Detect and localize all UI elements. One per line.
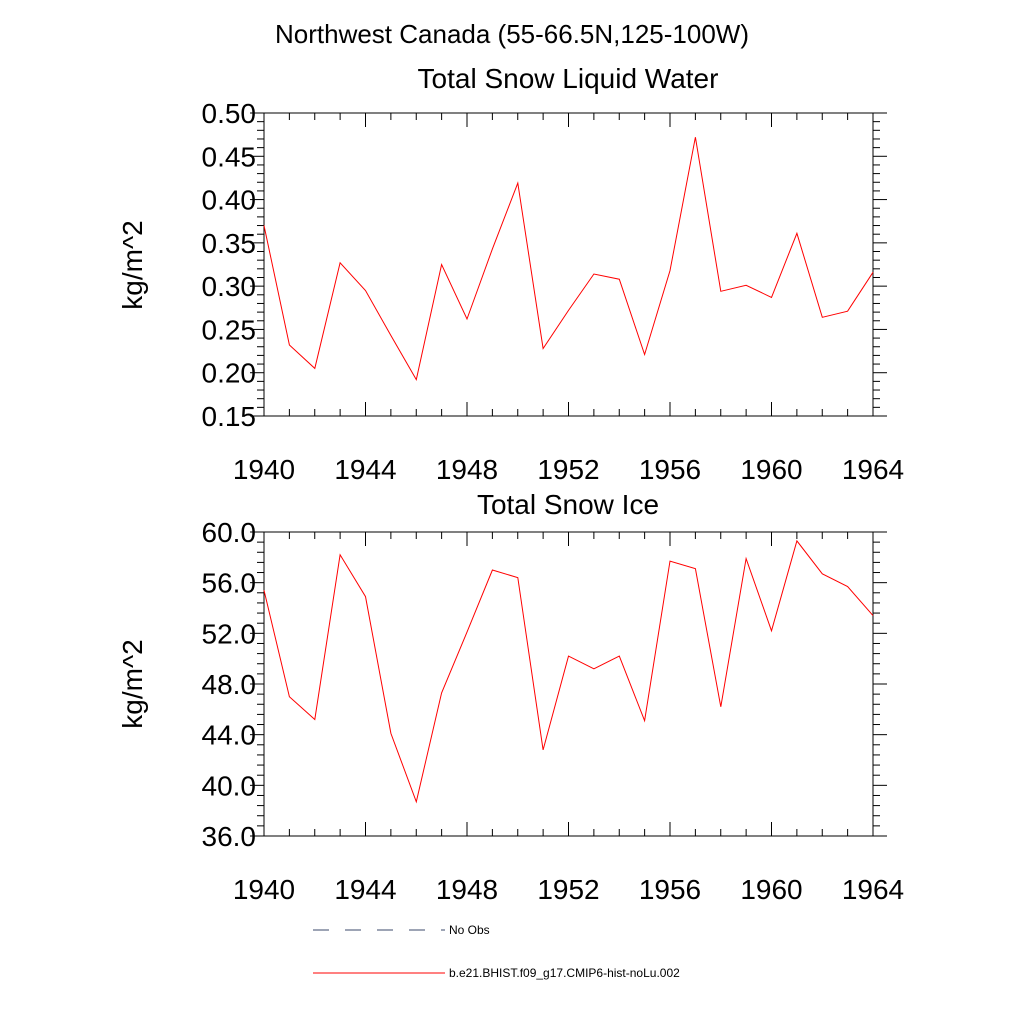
panel-title: Total Snow Liquid Water bbox=[418, 63, 719, 94]
y-tick-label: 0.25 bbox=[202, 314, 257, 345]
x-tick-label: 1940 bbox=[233, 874, 295, 905]
y-tick-label: 60.0 bbox=[202, 517, 257, 548]
y-tick-label: 40.0 bbox=[202, 770, 257, 801]
panel-snow-ice: Total Snow Ice kg/m^2 1940 1944 1948 1952 19… bbox=[117, 489, 904, 905]
x-tick-label: 1964 bbox=[842, 874, 904, 905]
series-line bbox=[263, 539, 874, 804]
legend: No Obs b.e21.BHIST.f09_g17.CMIP6-hist-no… bbox=[313, 923, 680, 980]
x-tick-label: 1948 bbox=[436, 874, 498, 905]
plot-frame bbox=[263, 112, 874, 417]
y-tick-label: 0.50 bbox=[202, 98, 257, 129]
legend-label-model: b.e21.BHIST.f09_g17.CMIP6-hist-noLu.002 bbox=[449, 966, 680, 980]
x-tick-label: 1952 bbox=[537, 454, 599, 485]
x-tick-label: 1960 bbox=[740, 874, 802, 905]
y-tick-label: 0.40 bbox=[202, 185, 257, 216]
panel-title: Total Snow Ice bbox=[477, 489, 659, 520]
y-axis-label: kg/m^2 bbox=[117, 220, 148, 309]
series-line bbox=[263, 137, 874, 381]
x-tick-label: 1940 bbox=[233, 454, 295, 485]
x-tick-label: 1944 bbox=[334, 874, 396, 905]
y-tick-label: 44.0 bbox=[202, 720, 257, 751]
y-tick-label: 0.35 bbox=[202, 228, 257, 259]
x-tick-label: 1948 bbox=[436, 454, 498, 485]
y-tick-label: 0.15 bbox=[202, 401, 257, 432]
figure-title: Northwest Canada (55-66.5N,125-100W) bbox=[275, 19, 749, 49]
legend-label-no-obs: No Obs bbox=[449, 923, 490, 937]
x-tick-label: 1952 bbox=[537, 874, 599, 905]
x-tick-label: 1956 bbox=[639, 874, 701, 905]
x-tick-label: 1956 bbox=[639, 454, 701, 485]
x-tick-label: 1944 bbox=[334, 454, 396, 485]
y-tick-label: 0.30 bbox=[202, 271, 257, 302]
y-tick-label: 56.0 bbox=[202, 568, 257, 599]
y-tick-label: 52.0 bbox=[202, 618, 257, 649]
panel-snow-liquid-water: Total Snow Liquid Water kg/m^2 1940 1944 1… bbox=[117, 63, 904, 485]
y-tick-label: 0.45 bbox=[202, 141, 257, 172]
plot-frame bbox=[263, 531, 874, 837]
x-tick-label: 1964 bbox=[842, 454, 904, 485]
x-tick-label: 1960 bbox=[740, 454, 802, 485]
y-tick-label: 0.20 bbox=[202, 358, 257, 389]
y-tick-label: 48.0 bbox=[202, 669, 257, 700]
y-tick-label: 36.0 bbox=[202, 821, 257, 852]
y-axis-label: kg/m^2 bbox=[117, 639, 148, 728]
